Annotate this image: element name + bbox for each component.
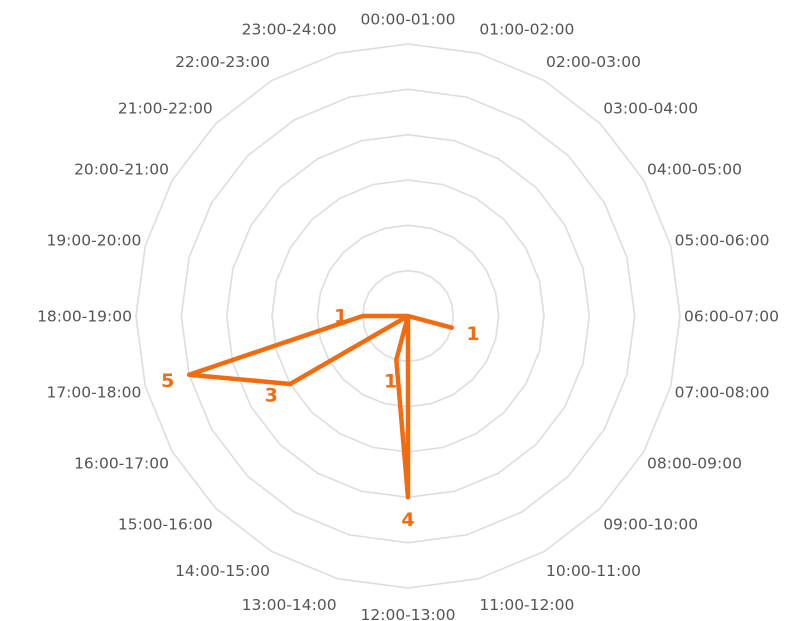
category-label-23: 23:00-24:00 — [242, 20, 337, 38]
grid-ring-6 — [135, 43, 681, 589]
category-label-13: 13:00-14:00 — [242, 596, 337, 614]
category-label-7: 07:00-08:00 — [675, 384, 770, 402]
value-labels: 1 4 1 3 5 1 — [161, 306, 479, 531]
category-label-9: 09:00-10:00 — [603, 515, 698, 533]
category-label-22: 22:00-23:00 — [175, 53, 270, 71]
category-label-2: 02:00-03:00 — [546, 53, 641, 71]
category-label-5: 05:00-06:00 — [675, 231, 770, 249]
category-label-15: 15:00-16:00 — [118, 515, 213, 533]
value-label-13: 1 — [384, 371, 397, 393]
category-labels: 00:00-01:00 01:00-02:00 02:00-03:00 03:00-0… — [37, 10, 779, 621]
category-label-20: 20:00-21:00 — [74, 160, 169, 178]
category-label-18: 18:00-19:00 — [37, 307, 132, 325]
value-label-16: 3 — [265, 385, 278, 407]
value-label-7: 1 — [466, 323, 479, 345]
category-label-4: 04:00-05:00 — [647, 160, 742, 178]
category-label-16: 16:00-17:00 — [74, 454, 169, 472]
category-label-10: 10:00-11:00 — [546, 562, 641, 580]
category-label-1: 01:00-02:00 — [479, 20, 574, 38]
category-label-21: 21:00-22:00 — [118, 100, 213, 118]
category-label-11: 11:00-12:00 — [479, 596, 574, 614]
data-series — [186, 313, 455, 500]
value-label-12: 4 — [401, 509, 414, 531]
value-label-17: 5 — [161, 370, 174, 392]
value-label-18: 1 — [334, 306, 347, 328]
category-label-19: 19:00-20:00 — [46, 231, 141, 249]
category-label-8: 08:00-09:00 — [647, 454, 742, 472]
category-label-3: 03:00-04:00 — [603, 100, 698, 118]
category-label-6: 06:00-07:00 — [684, 307, 779, 325]
category-label-0: 00:00-01:00 — [361, 10, 456, 28]
category-label-14: 14:00-15:00 — [175, 562, 270, 580]
category-label-17: 17:00-18:00 — [46, 384, 141, 402]
series-line — [186, 313, 455, 500]
category-label-12: 12:00-13:00 — [361, 606, 456, 621]
grid-ring-5 — [180, 88, 636, 544]
